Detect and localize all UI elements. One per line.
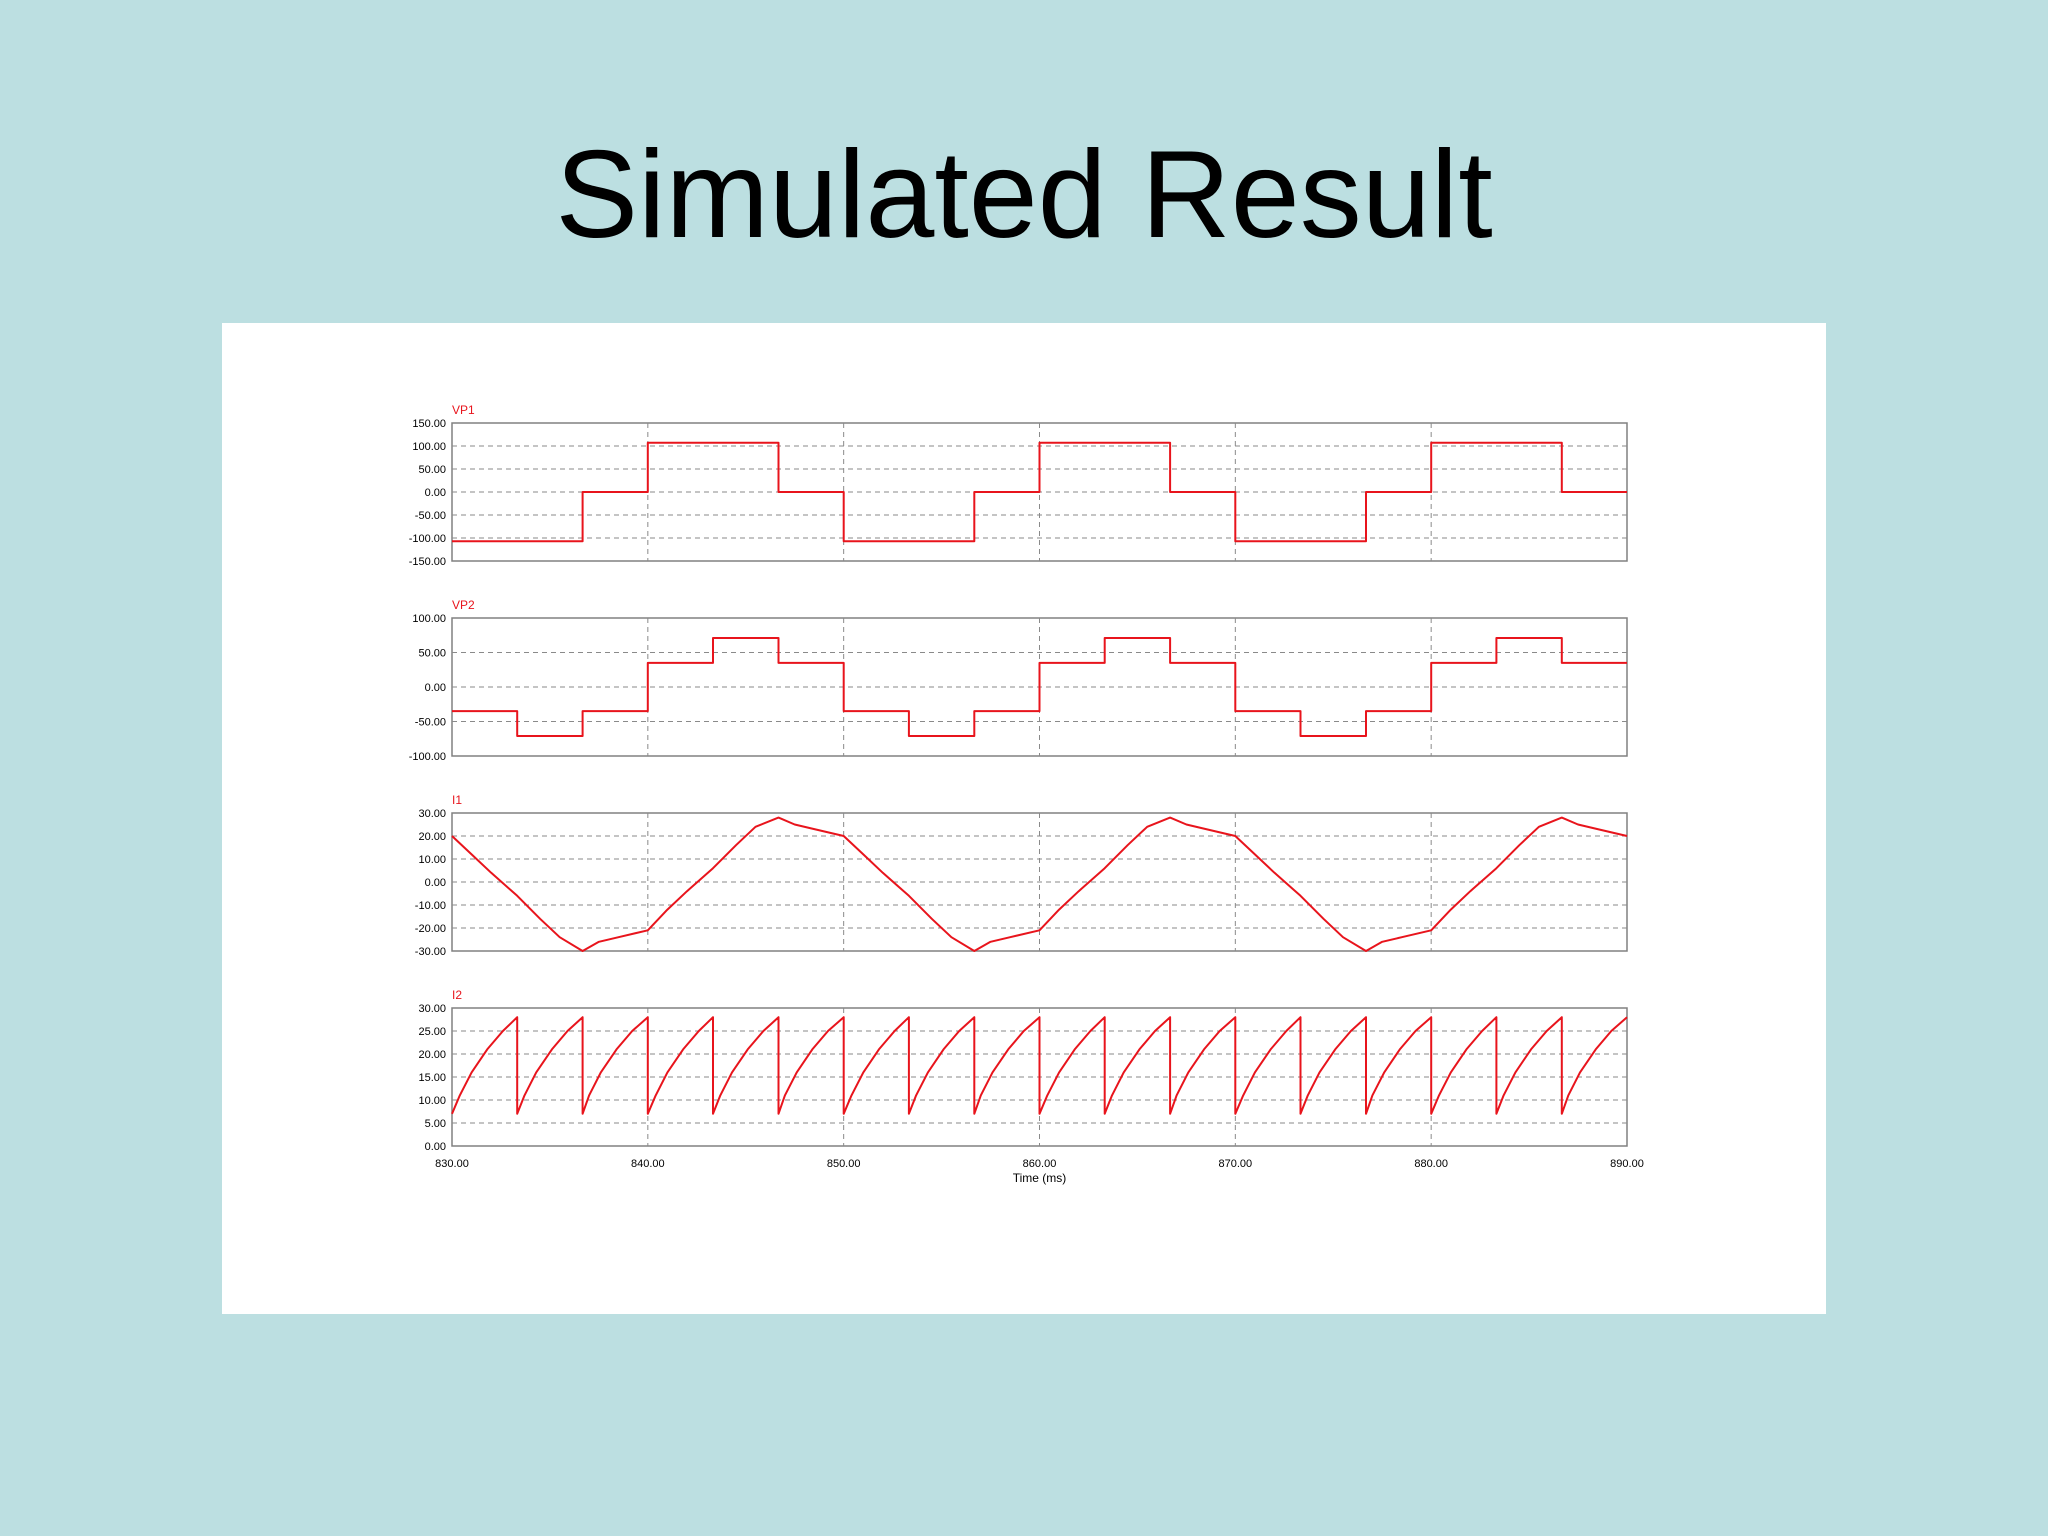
y-tick-label: 5.00 xyxy=(425,1118,446,1130)
y-tick-label: 10.00 xyxy=(418,854,446,866)
y-tick-label: -50.00 xyxy=(415,717,446,729)
y-tick-label: 0.00 xyxy=(425,1141,446,1153)
x-tick-label: 870.00 xyxy=(1219,1158,1253,1170)
y-tick-label: 150.00 xyxy=(412,418,446,430)
y-tick-label: -150.00 xyxy=(409,556,446,568)
plot-i1: 30.00 20.00 10.00 0.00 -10.00 -20.00 -30.00 I1 xyxy=(415,793,1628,958)
series-line-i1 xyxy=(451,816,1628,952)
x-tick-label: 850.00 xyxy=(827,1158,861,1170)
y-tick-label: 50.00 xyxy=(418,648,446,660)
y-tick-label: 30.00 xyxy=(418,1003,446,1015)
y-tick-label: 100.00 xyxy=(412,441,446,453)
x-tick-label: 860.00 xyxy=(1023,1158,1057,1170)
y-tick-label: 50.00 xyxy=(418,464,446,476)
y-tick-label: 10.00 xyxy=(418,1095,446,1107)
y-tick-label: 15.00 xyxy=(418,1072,446,1084)
x-tick-label: 840.00 xyxy=(631,1158,665,1170)
y-tick-label: -10.00 xyxy=(415,900,446,912)
y-tick-label: -50.00 xyxy=(415,510,446,522)
series-name: VP2 xyxy=(452,598,475,612)
y-tick-label: -20.00 xyxy=(415,923,446,935)
y-tick-label: 100.00 xyxy=(412,613,446,625)
y-tick-label: -100.00 xyxy=(409,533,446,545)
slide-title: Simulated Result xyxy=(555,126,1493,264)
series-line-vp2 xyxy=(452,637,1627,737)
y-tick-label: 0.00 xyxy=(425,682,446,694)
y-tick-label: 20.00 xyxy=(418,1049,446,1061)
y-tick-label: 0.00 xyxy=(425,877,446,889)
y-tick-label: 30.00 xyxy=(418,808,446,820)
y-tick-label: 20.00 xyxy=(418,831,446,843)
x-axis-title: Time (ms) xyxy=(1013,1171,1067,1185)
x-tick-label: 830.00 xyxy=(435,1158,469,1170)
y-tick-label: -30.00 xyxy=(415,946,446,958)
y-tick-label: -100.00 xyxy=(409,751,446,763)
x-tick-label: 880.00 xyxy=(1414,1158,1448,1170)
series-name: I1 xyxy=(452,793,462,807)
series-line-vp1 xyxy=(452,441,1627,543)
series-name: I2 xyxy=(452,988,462,1002)
series-name: VP1 xyxy=(452,403,475,417)
y-tick-label: 25.00 xyxy=(418,1026,446,1038)
waveform-plots: 150.00 100.00 50.00 0.00 -50.00 -100.00 -150.0… xyxy=(409,403,1644,1185)
x-tick-label: 890.00 xyxy=(1610,1158,1644,1170)
plot-vp1: 150.00 100.00 50.00 0.00 -50.00 -100.00 -150.0… xyxy=(409,403,1628,568)
series-line-i2 xyxy=(451,1016,1628,1115)
simulation-figure: 150.00 100.00 50.00 0.00 -50.00 -100.00 -150.0… xyxy=(222,323,1826,1314)
y-tick-label: 0.00 xyxy=(425,487,446,499)
plot-i2: 30.00 25.00 20.00 15.00 10.00 5.00 0.00 I2 xyxy=(418,988,1628,1153)
plot-vp2: 100.00 50.00 0.00 -50.00 -100.00 VP2 xyxy=(409,598,1628,763)
